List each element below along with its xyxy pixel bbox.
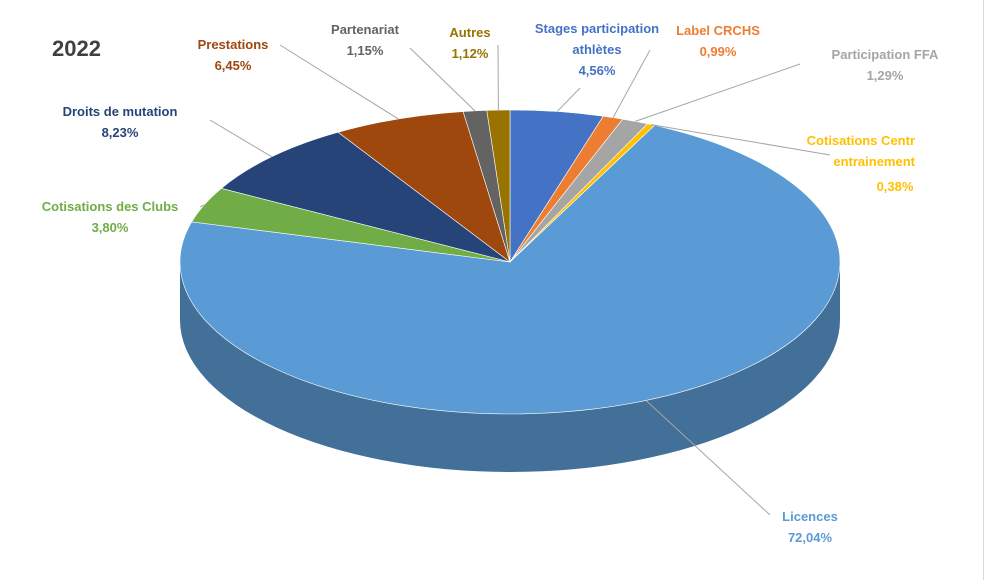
- value-label: 3,80%: [91, 220, 129, 235]
- value-label: 72,04%: [787, 530, 833, 545]
- leader-line: [612, 49, 651, 118]
- leader-line: [409, 47, 476, 112]
- value-label: 8,23%: [101, 125, 139, 140]
- leader-line: [199, 204, 205, 208]
- slice-side: [180, 262, 840, 472]
- leader-line: [635, 63, 801, 122]
- value-label: 6,45%: [214, 58, 252, 73]
- category-label: Prestations: [197, 37, 269, 52]
- category-label: Label CRCHS: [676, 23, 760, 38]
- value-label: 1,15%: [346, 43, 384, 58]
- value-label: 1,29%: [866, 68, 904, 83]
- value-label: 0,99%: [699, 44, 737, 59]
- leader-line: [650, 124, 831, 156]
- slice: [337, 111, 511, 263]
- slice: [179, 125, 841, 415]
- leader-line: [279, 44, 399, 120]
- leader-line: [645, 400, 771, 516]
- leader-line: [556, 87, 581, 112]
- slice: [220, 131, 511, 263]
- leader-line: [209, 119, 273, 158]
- value-label: 1,12%: [451, 46, 489, 61]
- category-label: Licences: [782, 509, 838, 524]
- value-label: 4,56%: [578, 63, 616, 78]
- category-label: Participation FFA: [831, 47, 939, 62]
- value-label: 0,38%: [876, 179, 914, 194]
- category-label: Stages participation athlètes: [534, 21, 660, 57]
- category-label: Cotisations Centr entrainement: [806, 133, 915, 169]
- category-label: Cotisations des Clubs: [41, 199, 179, 214]
- category-label: Autres: [449, 25, 491, 40]
- category-label: Droits de mutation: [62, 104, 178, 119]
- chart-title: 2022: [52, 36, 101, 61]
- category-label: Partenariat: [331, 22, 399, 37]
